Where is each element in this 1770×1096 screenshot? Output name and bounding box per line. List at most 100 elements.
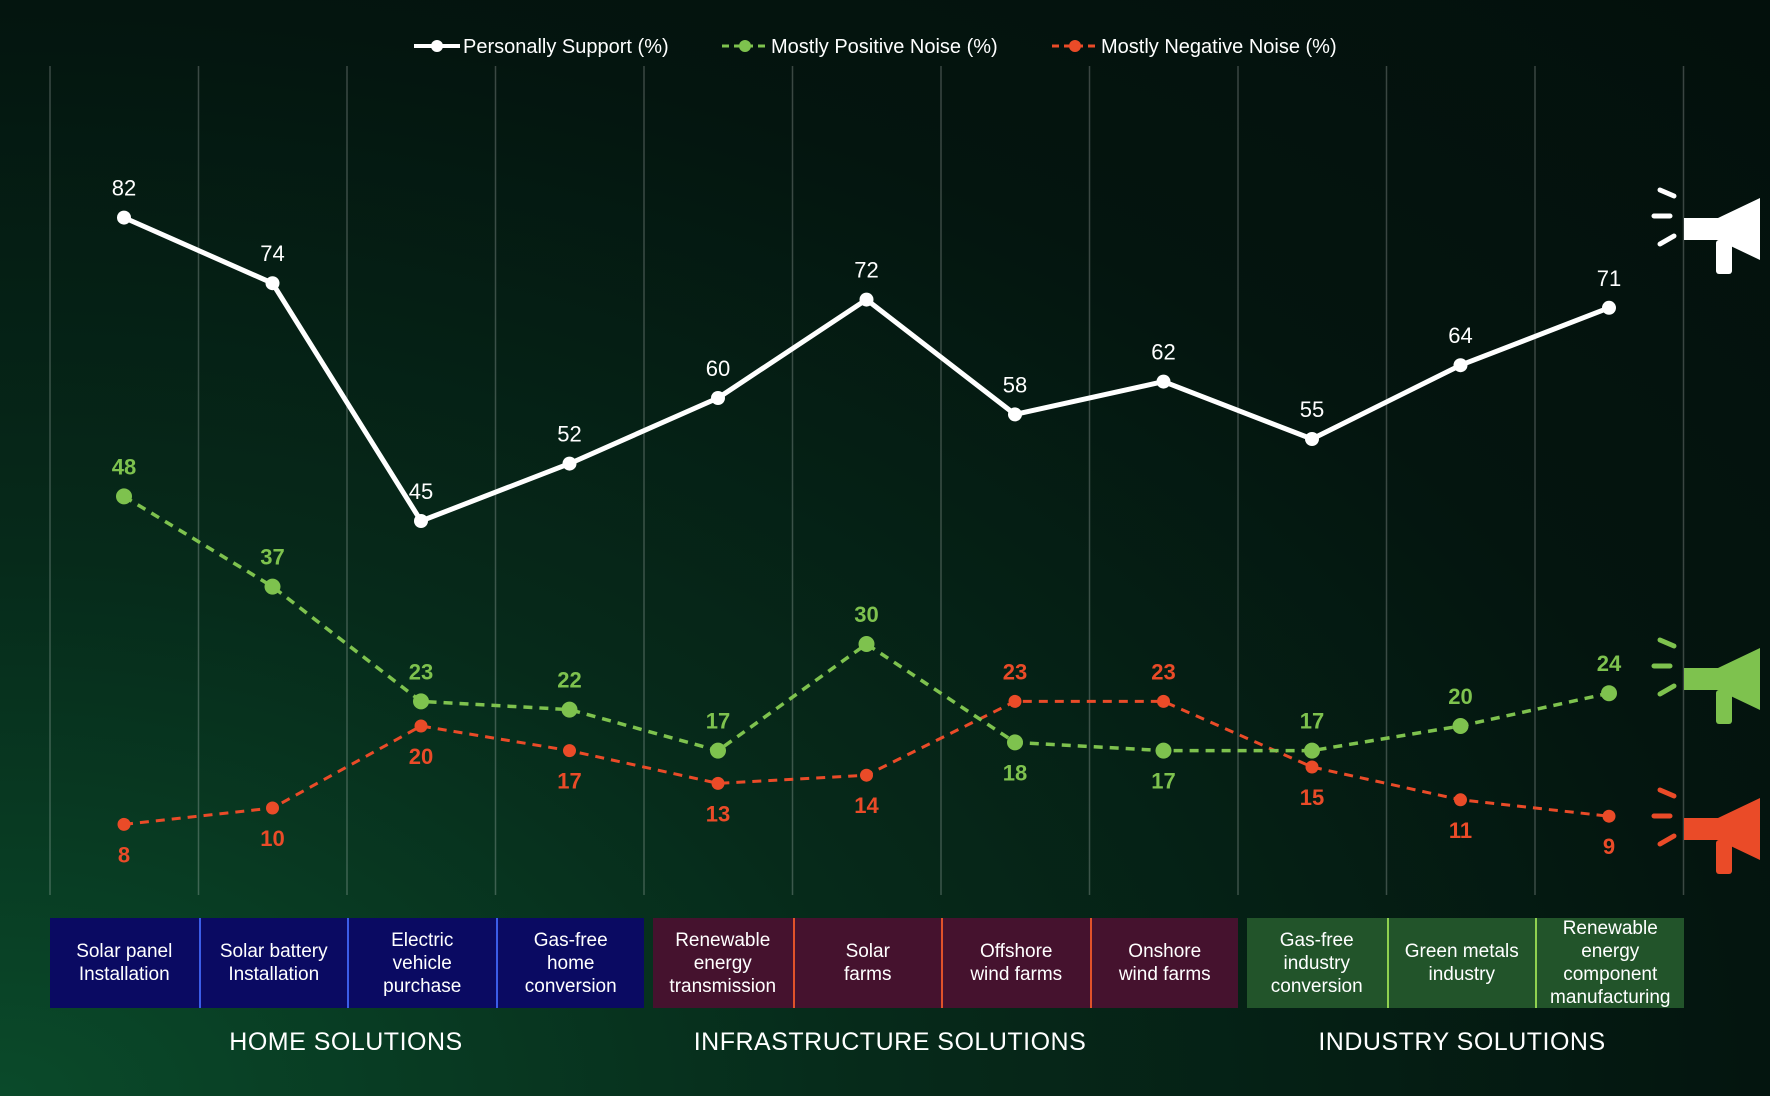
data-label-positive: 37 [260,545,284,570]
point-support [562,456,577,471]
data-label-negative: 20 [409,744,433,769]
point-positive [1452,718,1469,734]
category-box: Solar battery Installation [198,918,347,1008]
category-box: Renewable energy transmission [653,918,793,1008]
category-box: Renewable energy component manufacturing [1535,918,1684,1008]
point-support [1008,407,1022,422]
data-label-negative: 17 [557,769,581,794]
megaphone-icon-positive [1651,637,1760,724]
data-label-positive: 23 [409,659,433,684]
data-label-support: 60 [706,356,730,381]
point-positive [1007,734,1023,751]
point-support [1156,374,1171,389]
point-positive [561,701,578,718]
category-box: Electric vehicle purchase [347,918,496,1008]
series-positive: 48 37 23 22 17 30 18 17 17 20 24 [112,454,1622,793]
series-negative: 8 10 20 17 13 14 23 23 15 11 9 [117,659,1616,867]
data-label-negative: 15 [1300,785,1324,810]
data-label-negative: 23 [1003,659,1027,684]
data-label-support: 64 [1448,323,1472,348]
data-label-negative: 14 [854,793,879,818]
point-negative [1602,809,1616,823]
point-negative [1008,694,1022,708]
data-label-positive: 30 [854,602,878,627]
category-box: Solar panel Installation [50,918,199,1008]
category-box: Gas-free home conversion [495,918,644,1008]
data-label-support: 55 [1300,397,1324,422]
data-label-positive: 20 [1448,684,1472,709]
gridlines [49,66,1685,895]
category-box: Green metals industry [1386,918,1535,1008]
data-label-positive: 48 [112,454,136,479]
point-support [1602,300,1616,315]
data-label-positive: 18 [1003,760,1027,785]
point-positive [710,742,726,759]
data-label-positive: 17 [706,709,730,734]
point-support [711,391,725,405]
point-negative [117,817,131,831]
point-negative [266,801,279,815]
category-label: Offshore wind farms [970,941,1063,985]
data-label-negative: 23 [1151,659,1175,684]
point-support [1305,432,1319,446]
point-positive [413,693,429,710]
point-positive [1155,742,1172,759]
point-negative [860,768,873,782]
category-label: Gas-free home conversion [524,929,617,997]
category-label: Renewable energy component manufacturing [1550,918,1671,1008]
legend-support-label: Personally Support (%) [463,36,669,58]
data-label-support: 71 [1597,266,1621,291]
point-positive [858,636,875,652]
category-boxes: Solar panel Installation Solar battery In… [50,918,1690,1008]
data-label-support: 52 [557,422,581,447]
category-label: Green metals industry [1404,941,1519,985]
data-label-positive: 22 [557,668,581,693]
series-support: 82 74 45 52 60 72 58 62 55 64 71 [112,176,1621,528]
group-label-infrastructure: INFRASTRUCTURE SOLUTIONS [693,1028,1087,1056]
data-label-support: 45 [409,479,433,504]
category-box: Gas-free industry conversion [1247,918,1387,1008]
category-box: Offshore wind farms [941,918,1090,1008]
legend-item-support: Personally Support (%) [414,36,669,58]
point-negative [1157,694,1170,708]
point-support [1453,358,1468,373]
data-label-positive: 17 [1300,709,1324,734]
category-box: Onshore wind farms [1089,918,1238,1008]
point-positive [116,488,132,505]
category-label: Renewable energy transmission [669,929,777,997]
data-label-negative: 10 [260,826,284,851]
point-negative [563,744,576,758]
data-label-support: 62 [1151,340,1175,365]
point-positive [1601,685,1617,702]
point-negative [1454,793,1467,807]
megaphone-icon-negative [1651,787,1760,874]
category-label: Solar panel Installation [76,941,173,985]
category-box: Solar farms [792,918,941,1008]
data-label-negative: 8 [118,842,130,867]
data-label-support: 82 [112,176,136,201]
legend-negative-label: Mostly Negative Noise (%) [1101,36,1337,58]
legend-item-positive: Mostly Positive Noise (%) [722,36,998,58]
point-support [117,210,131,225]
point-negative [414,719,428,733]
legend-positive-label: Mostly Positive Noise (%) [771,36,998,58]
group-label-industry: INDUSTRY SOLUTIONS [1318,1028,1606,1056]
point-negative [711,776,725,790]
data-label-negative: 11 [1449,818,1472,843]
data-label-positive: 17 [1151,769,1175,794]
data-label-negative: 13 [706,801,730,826]
group-label-home: HOME SOLUTIONS [229,1028,463,1056]
category-label: Gas-free industry conversion [1270,929,1363,997]
category-label: Solar farms [844,941,892,985]
point-support [414,514,428,528]
data-label-negative: 9 [1603,834,1615,859]
series-layer: 8 10 20 17 13 14 23 23 15 11 9 48 37 23 22 17 30 18 17 17 20… [112,176,1622,868]
data-label-support: 72 [854,258,878,283]
data-label-support: 74 [260,241,284,266]
point-negative [1305,760,1319,774]
legend-item-negative: Mostly Negative Noise (%) [1052,36,1337,58]
megaphone-icon-support [1651,187,1760,274]
legend: Personally Support (%) Mostly Positive N… [414,36,1337,58]
category-label: Solar battery Installation [219,941,328,985]
point-positive [1304,742,1320,759]
